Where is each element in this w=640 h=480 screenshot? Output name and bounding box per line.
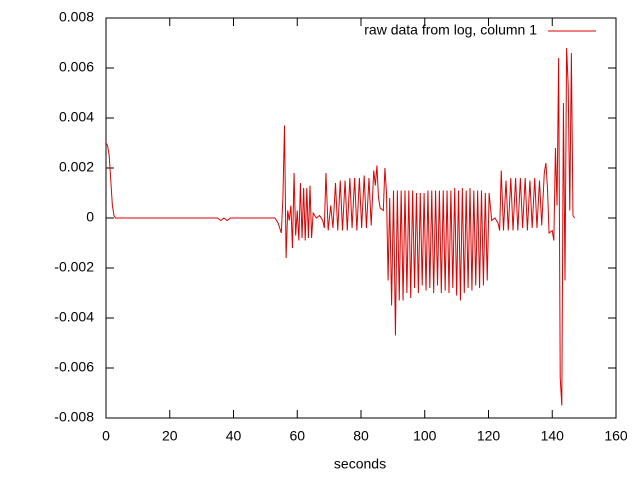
x-tick-label: 160: [604, 428, 628, 444]
legend-label: raw data from log, column 1: [364, 22, 537, 38]
x-axis-label: seconds: [334, 456, 386, 472]
x-tick-label: 120: [477, 428, 501, 444]
y-tick-label: -0.006: [54, 359, 94, 375]
y-tick-label: 0.006: [59, 59, 94, 75]
x-tick-label: 0: [102, 428, 110, 444]
y-tick-label: -0.002: [54, 259, 94, 275]
x-tick-label: 100: [413, 428, 437, 444]
data-line: [105, 47, 575, 406]
x-tick-label: 140: [541, 428, 565, 444]
y-tick-label: 0.004: [59, 109, 94, 125]
y-tick-label: -0.008: [54, 409, 94, 425]
y-tick-label: 0.008: [59, 9, 94, 25]
x-tick-label: 80: [353, 428, 369, 444]
x-tick-label: 40: [226, 428, 242, 444]
x-tick-label: 20: [162, 428, 178, 444]
y-tick-label: -0.004: [54, 309, 94, 325]
x-tick-label: 60: [289, 428, 305, 444]
y-tick-label: 0: [86, 209, 94, 225]
y-tick-label: 0.002: [59, 159, 94, 175]
